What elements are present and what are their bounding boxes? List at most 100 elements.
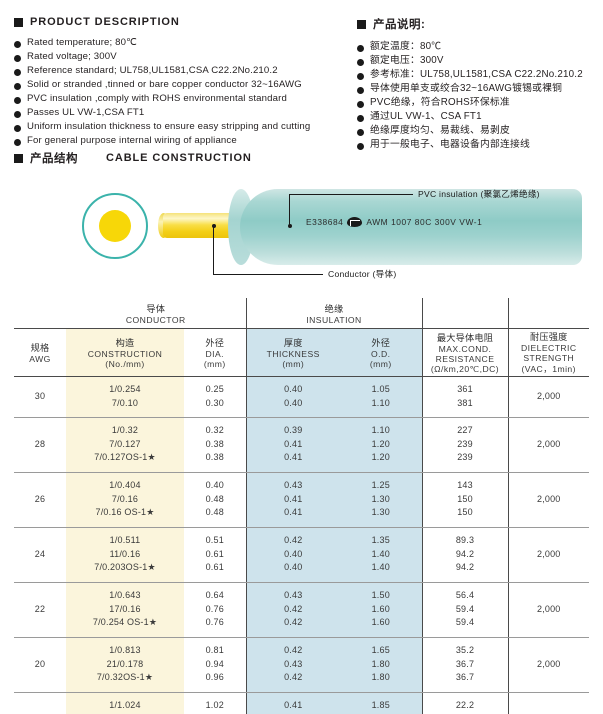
table-row: 30 1/0.254 7/0.10 0.25 0.30 0.40 0.40 1.05 1.10 3… [14,376,589,418]
cell-insulation-od: 1.25 1.30 1.30 [340,472,423,528]
cell-value: 1/0.254 [109,383,141,394]
col-dielectric-en2: STRENGTH [523,353,575,363]
cell-value: 1/0.643 [109,590,141,601]
cell-value: 239 [457,452,473,463]
cell-awg: 26 [14,472,66,528]
cell-value: 1.80 [371,672,390,683]
cell-insulation-thickness: 0.43 0.41 0.41 [245,472,340,528]
cell-value: 21/0.178 [106,658,144,669]
product-description-heading-en: PRODUCT DESCRIPTION [14,16,310,28]
cell-value: 150 [457,493,473,504]
cell-value: 22.2 [455,699,475,710]
cell-value: 1.30 [371,493,390,504]
cell-dielectric-strength: 2,000 [508,472,589,528]
cell-insulation-od: 1.852.102.102.10 [340,692,423,714]
cell-value: 0.41 [284,507,303,518]
cell-value: 0.39 [284,425,303,436]
cell-insulation-thickness: 0.410.470.450.45 [245,692,340,714]
cell-value: 0.40 [284,397,303,408]
table-row: 24 1/0.511 11/0.16 7/0.203OS-1★ 0.51 0.61 0.61… [14,527,589,583]
group-insulation-cn: 绝缘 [324,303,344,314]
conductor-leader-line-v [213,226,214,274]
group-conductor-cn: 导体 [146,303,166,314]
bullet-dot-icon [357,44,364,52]
col-dielectric-en1: DIELECTRIC [520,343,577,353]
cell-value: 2,000 [536,438,561,449]
cell-value: 1.60 [371,617,390,628]
col-header-construction: 构造 CONSTRUCTION (No./mm) [66,328,184,376]
description-list-cn: 额定温度：80℃ 额定电压：300V 参考标准：UL758,UL1581,CSA… [357,41,583,152]
cell-value: 0.41 [284,438,303,449]
cell-conductor-dia: 0.32 0.38 0.38 [184,417,246,473]
col-dielectric-cn: 耐压强度 [529,332,568,342]
cell-value: 0.40 [284,562,303,573]
cell-value: 7/0.32OS-1★ [96,672,154,683]
cell-value: 35.2 [455,645,475,656]
cell-value: 0.51 [205,535,224,546]
list-item: For general purpose internal wiring of a… [14,135,310,148]
insulation-leader-dot [288,224,292,228]
table-row: 22 1/0.643 17/0.16 7/0.254 OS-1★ 0.64 0.76 0.7… [14,582,589,638]
cell-value: 0.76 [205,617,224,628]
list-item-text: Solid or stranded ,tinned or bare copper… [27,79,302,90]
cable-construction-title-en: CABLE CONSTRUCTION [106,152,252,164]
list-item-text: 绝缘厚度均匀、易裁线、易剥皮 [370,125,510,136]
cell-value: 0.42 [284,603,303,614]
list-item: Rated temperature; 80℃ [14,37,310,50]
list-item: PVC绝缘，符合ROHS环保标准 [357,97,583,110]
list-item-text: 额定电压：300V [370,55,444,66]
cell-value: 0.48 [205,493,224,504]
cell-awg: 18 [14,692,66,714]
cell-conductor-dia: 0.81 0.94 0.96 [184,637,246,693]
cell-awg: 22 [14,582,66,638]
cell-conductor-dia: 0.51 0.61 0.61 [184,527,246,583]
square-bullet-icon [14,153,23,163]
bullet-dot-icon [357,72,364,80]
list-item: Rated voltage; 300V [14,51,310,64]
list-item: Solid or stranded ,tinned or bare copper… [14,79,310,92]
cell-conductor-dia: 0.25 0.30 [184,376,246,418]
bullet-dot-icon [14,124,21,132]
cell-value: 1.35 [371,535,390,546]
cell-value: 17/0.16 [109,603,141,614]
list-item-text: Rated temperature; 80℃ [27,37,138,48]
cell-construction: 1/0.254 7/0.10 [66,376,184,418]
cell-construction: 1/0.643 17/0.16 7/0.254 OS-1★ [66,582,184,638]
description-list-en: Rated temperature; 80℃ Rated voltage; 30… [14,37,310,148]
cell-value: 0.64 [205,590,224,601]
cell-value: 1/0.813 [109,645,141,656]
cell-dielectric-strength: 2,000 [508,376,589,418]
cell-value: 2,000 [536,603,561,614]
cell-value: 0.25 [205,383,224,394]
cell-value: 0.43 [284,590,303,601]
cell-value: 11/0.16 [109,548,141,559]
cell-value: 7/0.127OS-1★ [94,452,156,463]
cell-dielectric-strength: 2,000 [508,417,589,473]
cell-value: 0.43 [284,480,303,491]
cell-value: 381 [457,397,473,408]
col-dielectric-unit: (VAC，1min) [521,364,576,374]
cell-value: 7/0.127 [109,438,141,449]
product-description-en: PRODUCT DESCRIPTION Rated temperature; 8… [14,16,310,149]
cell-value: 0.81 [205,645,224,656]
cell-value: 1.25 [371,480,390,491]
cable-specification-table: 导体 CONDUCTOR 绝缘 INSULATION 规格 AWG 构造 CON… [14,298,589,714]
group-header-dielectric-spacer [508,298,589,328]
bullet-dot-icon [14,82,21,90]
col-dia-unit: (mm) [203,359,226,369]
list-item-text: PVC insulation ,comply with ROHS environ… [27,93,287,104]
col-awg-cn: 规格 [30,343,50,353]
cell-value: 30 [34,390,46,401]
cell-value: 1.10 [371,425,390,436]
cell-value: 1.40 [371,548,390,559]
cell-value: 1.40 [371,562,390,573]
cell-value: 28 [34,438,46,449]
list-item: 额定温度：80℃ [357,41,583,54]
list-item-text: 额定温度：80℃ [370,41,442,52]
list-item-text: Rated voltage; 300V [27,51,117,62]
cell-dielectric-strength: 2,000 [508,637,589,693]
list-item: 通过UL VW-1、CSA FT1 [357,111,583,124]
cell-value: 7/0.254 OS-1★ [92,617,158,628]
cell-value: 1.60 [371,603,390,614]
